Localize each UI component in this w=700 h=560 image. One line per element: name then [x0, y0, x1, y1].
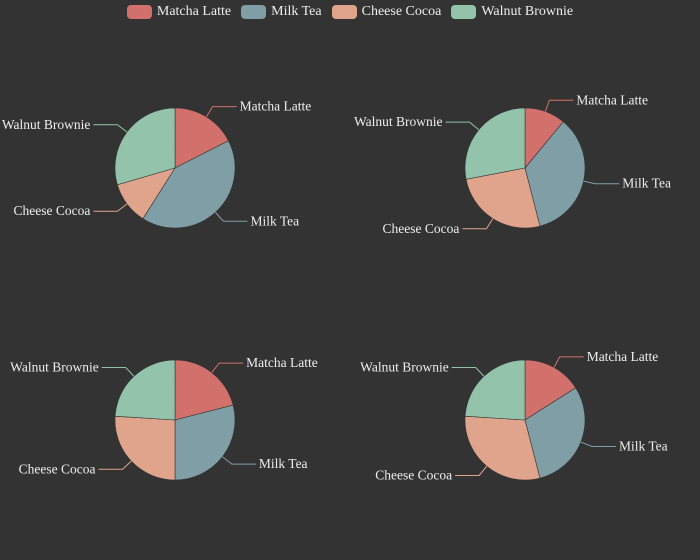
legend-item-cheese-cocoa[interactable]: Cheese Cocoa — [331, 4, 442, 20]
pie-chart-4: Matcha Latte Milk Tea Cheese Cocoa Walnut B… — [360, 349, 667, 483]
legend-swatch — [241, 5, 267, 19]
leader-line-milk-tea — [583, 180, 620, 185]
legend: Matcha Latte Milk Tea Cheese Cocoa Walnu… — [0, 3, 700, 21]
legend-item-milk-tea[interactable]: Milk Tea — [241, 4, 322, 20]
pie-slice-milk-tea[interactable] — [174, 404, 236, 481]
leader-line-walnut-brownie — [451, 367, 485, 377]
pie-chart-1: Matcha Latte Milk Tea Cheese Cocoa Walnut B… — [2, 99, 311, 229]
leader-line-milk-tea — [580, 441, 616, 447]
leader-line-milk-tea — [215, 212, 248, 222]
slice-label-milk-tea: Milk Tea — [622, 176, 671, 191]
legend-swatch — [331, 5, 357, 19]
pie-slice-walnut-brownie[interactable] — [464, 359, 526, 421]
slice-label-milk-tea: Milk Tea — [619, 439, 668, 454]
slice-label-matcha-latte: Matcha Latte — [576, 92, 648, 107]
slice-label-walnut-brownie: Walnut Brownie — [2, 117, 91, 132]
pie-slice-cheese-cocoa[interactable] — [114, 415, 176, 481]
leader-line-walnut-brownie — [93, 124, 128, 133]
pie-chart-2: Matcha Latte Milk Tea Cheese Cocoa Walnut B… — [354, 92, 671, 236]
slice-label-walnut-brownie: Walnut Brownie — [360, 360, 449, 375]
legend-label: Milk Tea — [271, 4, 322, 19]
slice-label-milk-tea: Milk Tea — [250, 213, 299, 228]
leader-line-walnut-brownie — [101, 367, 135, 377]
pie-slice-milk-tea[interactable] — [142, 140, 236, 229]
legend-swatch — [126, 5, 152, 19]
pie-slice-matcha-latte[interactable] — [174, 107, 229, 169]
pie-chart-3: Matcha Latte Milk Tea Cheese Cocoa Walnut B… — [10, 355, 318, 481]
legend-label: Cheese Cocoa — [361, 4, 442, 19]
pie-slice-milk-tea[interactable] — [524, 387, 586, 479]
slice-label-matcha-latte: Matcha Latte — [246, 355, 318, 370]
leader-line-matcha-latte — [544, 99, 574, 112]
legend-label: Walnut Brownie — [481, 4, 574, 19]
slice-label-matcha-latte: Matcha Latte — [240, 99, 312, 114]
leader-line-matcha-latte — [211, 362, 244, 373]
pie-slice-matcha-latte[interactable] — [524, 359, 577, 421]
leader-line-walnut-brownie — [445, 121, 480, 131]
pie-slice-cheese-cocoa[interactable] — [465, 167, 541, 229]
legend-label: Matcha Latte — [156, 4, 232, 19]
leader-line-cheese-cocoa — [462, 218, 494, 230]
leader-line-cheese-cocoa — [455, 465, 488, 476]
legend-swatch — [451, 5, 477, 19]
slice-label-cheese-cocoa: Cheese Cocoa — [19, 461, 96, 476]
leader-line-milk-tea — [222, 456, 256, 465]
slice-label-walnut-brownie: Walnut Brownie — [10, 360, 99, 375]
leader-line-cheese-cocoa — [93, 203, 128, 212]
pie-slice-milk-tea[interactable] — [524, 121, 586, 227]
leader-line-matcha-latte — [553, 356, 584, 368]
slice-label-cheese-cocoa: Cheese Cocoa — [14, 203, 91, 218]
pie-slice-walnut-brownie[interactable] — [464, 107, 526, 180]
pie-slice-walnut-brownie[interactable] — [114, 359, 176, 421]
slice-label-cheese-cocoa: Cheese Cocoa — [375, 467, 452, 482]
pie-slice-matcha-latte[interactable] — [174, 359, 234, 421]
slice-label-walnut-brownie: Walnut Brownie — [354, 114, 443, 129]
slice-label-matcha-latte: Matcha Latte — [587, 349, 659, 364]
slice-label-cheese-cocoa: Cheese Cocoa — [383, 221, 460, 236]
leader-line-matcha-latte — [205, 106, 237, 118]
slice-label-milk-tea: Milk Tea — [259, 456, 308, 471]
leader-line-cheese-cocoa — [98, 460, 132, 470]
legend-item-matcha-latte[interactable]: Matcha Latte — [126, 4, 232, 20]
pie-slice-cheese-cocoa[interactable] — [464, 415, 541, 481]
legend-item-walnut-brownie[interactable]: Walnut Brownie — [451, 4, 573, 20]
